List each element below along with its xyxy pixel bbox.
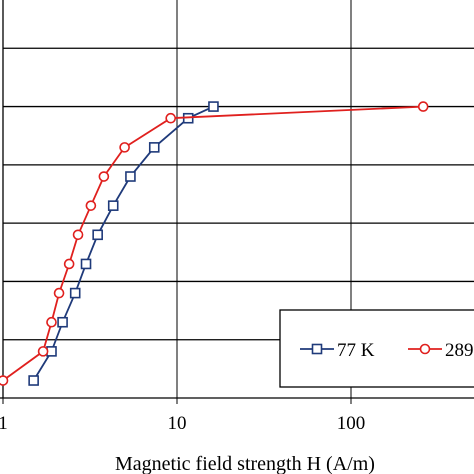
circle-point [46,316,57,328]
circle-point [72,229,84,241]
square-point [57,316,68,328]
axes [0,0,474,404]
series [0,101,429,386]
x-tick-label: 1 [0,413,8,434]
circle-point [165,112,176,124]
square-point [69,287,81,299]
circle-point [85,200,97,211]
circle-point [98,171,110,182]
legend-circle-marker [419,343,431,355]
square-point [148,142,160,153]
x-axis-title: Magnetic field strength H (A/m) [115,453,375,474]
circle-point [53,287,65,299]
square-point [125,171,136,182]
legend-label: 77 K [337,340,375,361]
circle-point [119,142,130,153]
circle-point [37,346,49,357]
square-point [28,375,39,386]
square-point [80,258,92,270]
square-point [92,229,103,241]
legend-label: 289 [445,340,474,361]
grid [3,0,474,398]
x-tick-labels: 1 10 100 [0,413,365,434]
series-289 [0,101,429,386]
circle-point [0,375,9,386]
square-point [208,101,219,112]
circle-point [63,258,75,270]
legend-entry: 289 [408,340,474,361]
legend-entry: 77 K [300,340,375,361]
legend: 77 K 289 [279,309,474,388]
square-point [107,200,119,211]
x-tick-label: 10 [168,413,187,434]
circle-point [417,101,429,112]
series-77k [28,101,219,386]
legend-square-marker [311,343,323,355]
x-tick-label: 100 [337,413,366,434]
